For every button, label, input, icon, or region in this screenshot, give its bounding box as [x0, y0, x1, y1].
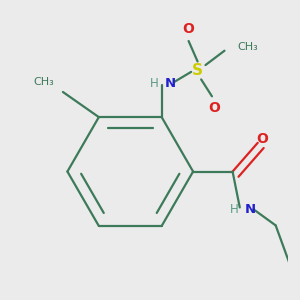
Text: CH₃: CH₃	[237, 42, 258, 52]
Text: CH₃: CH₃	[33, 76, 54, 87]
Text: O: O	[183, 22, 194, 36]
Text: H: H	[230, 203, 239, 216]
Text: S: S	[192, 63, 203, 78]
Text: N: N	[244, 203, 255, 216]
Text: O: O	[256, 131, 268, 146]
Text: N: N	[165, 76, 176, 89]
Text: H: H	[150, 76, 159, 89]
Text: O: O	[208, 101, 220, 115]
